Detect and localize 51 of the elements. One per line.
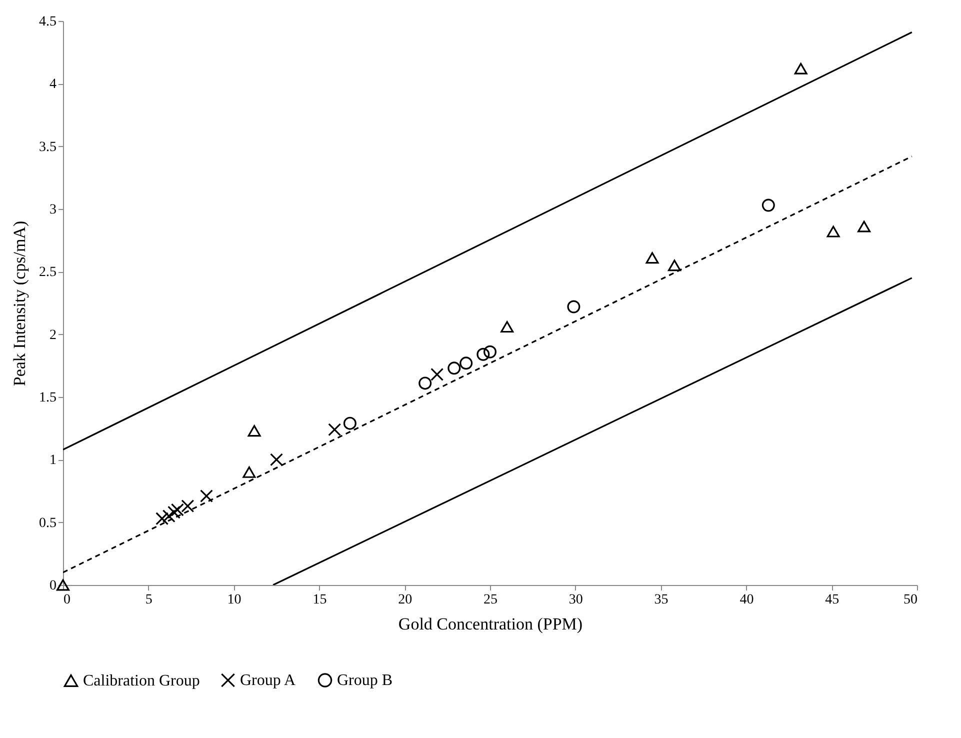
- point: [418, 376, 432, 390]
- point: [476, 348, 490, 361]
- point: [858, 220, 871, 232]
- point: [460, 356, 473, 370]
- point: [343, 416, 356, 430]
- point: [826, 226, 840, 238]
- x-tick-label: 25: [484, 592, 498, 608]
- x-tick-label: 5: [145, 592, 152, 608]
- y-tick-label: 2.5: [39, 265, 56, 280]
- point: [762, 198, 775, 212]
- point: [484, 345, 496, 358]
- y-tick-label: 0: [50, 578, 56, 594]
- y-tick-label: 4: [50, 77, 56, 92]
- x-tick-label: 20: [398, 592, 412, 608]
- y-tick-label: 2: [50, 328, 56, 343]
- y-tick-label: 1: [50, 453, 56, 468]
- x-tick-label: 50: [904, 592, 918, 608]
- point: [328, 423, 342, 436]
- x-tick-label: 15: [312, 592, 327, 608]
- y-tick-label: 4.5: [39, 14, 56, 30]
- x-tick-label: 45: [825, 592, 840, 608]
- legend-label: Calibration Group: [83, 672, 200, 690]
- point: [200, 490, 213, 503]
- legend-label: Group B: [337, 672, 393, 690]
- y-tick-label: 1.5: [39, 390, 56, 406]
- point: [181, 500, 194, 513]
- point: [794, 62, 808, 74]
- point: [430, 368, 444, 381]
- x-tick-label: 35: [654, 592, 668, 608]
- point: [567, 300, 580, 314]
- y-tick-label: 3.5: [39, 140, 56, 155]
- x-tick-label: 0: [64, 592, 70, 608]
- point: [646, 252, 659, 264]
- point: [668, 260, 681, 272]
- y-tick-label: 0.5: [39, 516, 56, 531]
- x-tick-label: 30: [568, 592, 583, 608]
- x-tick-label: 40: [740, 592, 754, 608]
- point: [500, 321, 514, 333]
- point: [242, 466, 256, 478]
- x-tick-label: 10: [227, 592, 242, 608]
- x-axis-title: Gold Concentration (PPM): [398, 614, 583, 634]
- point: [270, 453, 283, 466]
- point: [248, 425, 261, 437]
- point: [448, 362, 461, 375]
- legend-label: Group A: [240, 672, 296, 690]
- y-axis-title: Peak Intensity (cps/mA): [10, 220, 29, 386]
- point: [170, 503, 184, 516]
- point: [56, 579, 70, 591]
- y-tick-label: 3: [50, 202, 56, 218]
- point: [162, 510, 176, 523]
- point: [156, 512, 169, 526]
